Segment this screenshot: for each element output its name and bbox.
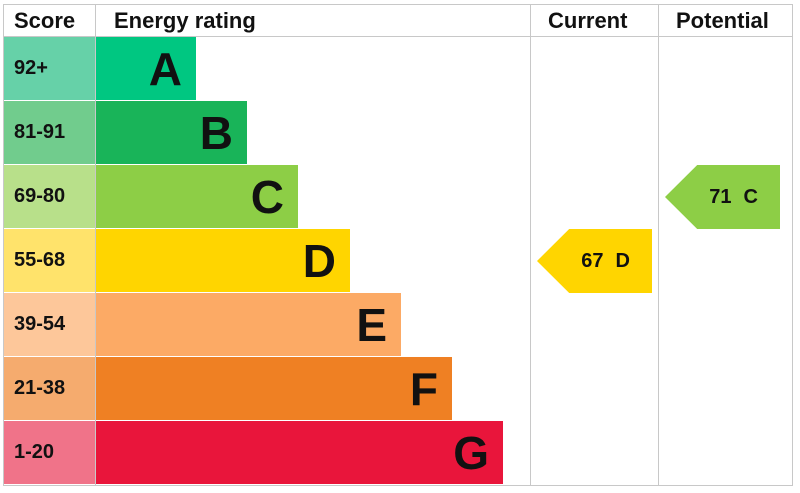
current-value: 67 <box>581 249 604 272</box>
current-letter: D <box>615 249 630 272</box>
header-score: Score <box>14 8 76 33</box>
column-divider <box>530 4 531 486</box>
rating-bar-d: D <box>96 229 350 292</box>
score-range-e: 39-54 <box>4 293 95 356</box>
score-range-c: 69-80 <box>4 165 95 228</box>
header-energy-rating: Energy rating <box>114 8 256 33</box>
column-divider <box>95 4 96 486</box>
rating-bar-c: C <box>96 165 298 228</box>
score-range-g: 1-20 <box>4 421 95 484</box>
rating-bar-e: E <box>96 293 401 356</box>
rating-bar-g: G <box>96 421 503 484</box>
score-range-b: 81-91 <box>4 101 95 164</box>
rating-bar-f: F <box>96 357 452 420</box>
rating-bar-b: B <box>96 101 247 164</box>
potential-value: 71 <box>709 185 732 208</box>
chart-frame <box>3 4 793 486</box>
header-potential: Potential <box>676 8 769 33</box>
column-divider <box>658 4 659 486</box>
score-range-d: 55-68 <box>4 229 95 292</box>
score-range-a: 92+ <box>4 37 95 100</box>
rating-bar-a: A <box>96 37 196 100</box>
score-range-f: 21-38 <box>4 357 95 420</box>
header-divider <box>3 36 793 37</box>
header-current: Current <box>548 8 628 33</box>
potential-letter: C <box>743 185 758 208</box>
